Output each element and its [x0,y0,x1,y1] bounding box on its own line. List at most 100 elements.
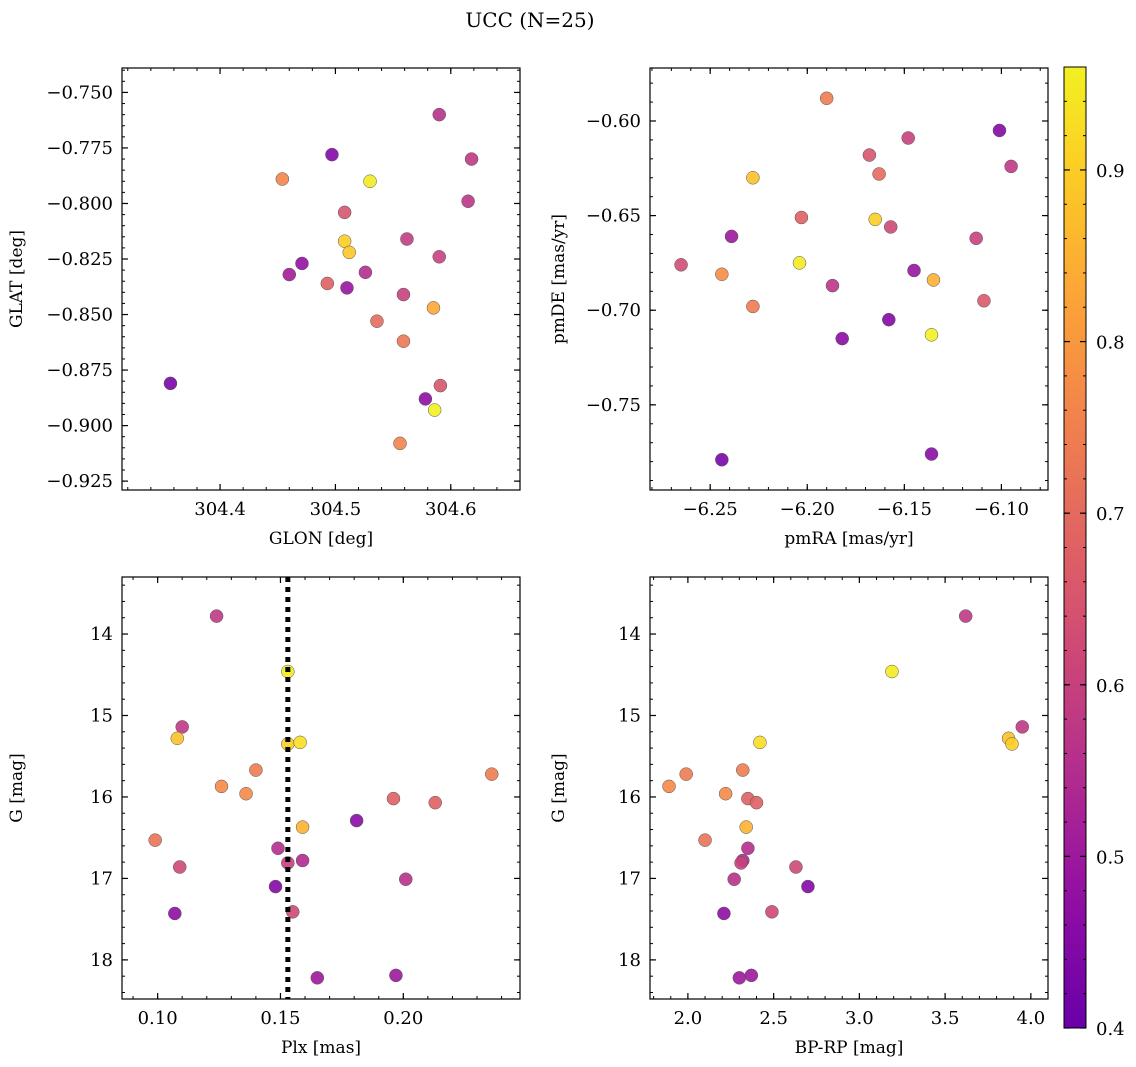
x-tick-label: 0.15 [260,1008,300,1029]
scatter-point [724,229,739,244]
scatter-point [399,872,413,886]
x-tick-label: 2.5 [759,1008,788,1029]
axes-frame [121,576,521,1000]
scatter-point [969,231,983,246]
scatter-point [295,853,310,868]
scatter-point [275,172,290,186]
scatter-point [872,167,886,181]
scatter-point [168,906,182,921]
y-tick-label: −0.800 [46,193,113,214]
pm-panel: −6.25 −6.20 −6.15 −6.10 −0.75 −0.70 −0.65 −0.60… [549,67,1049,549]
y-tick-label: 18 [90,950,113,971]
scatter-point [674,258,688,272]
figure-title: UCC (N=25) [465,8,594,32]
scatter-point [1004,159,1018,174]
x-tick-label: 3.5 [931,1008,960,1029]
y-tick-label: −0.900 [46,416,113,437]
scatter-point [389,968,403,983]
scatter-point [363,174,377,189]
scatter-point [883,220,898,234]
scatter-point [753,735,767,750]
scatter-point [1015,720,1030,734]
y-tick-label: −0.825 [46,249,113,270]
scatter-point [715,452,729,467]
scatter-point [295,820,310,834]
y-axis-label: G [mag] [7,753,27,822]
scatter-point [825,278,840,293]
scatter-point [340,281,354,295]
scatter-point [789,860,803,874]
y-tick-label: −0.70 [586,300,641,321]
scatter-point [882,312,896,327]
scatter-point [727,872,741,886]
x-tick-label: −6.15 [877,499,932,520]
scatter-point [393,436,407,451]
scatter-point [432,107,446,122]
scatter-point [282,267,297,282]
scatter-point [835,331,849,346]
scatter-point [746,299,760,314]
scatter-point [746,171,760,185]
scatter-point [907,263,921,278]
scatter-point [958,609,973,623]
y-tick-label: 17 [618,868,641,889]
scatter-point [794,210,809,225]
scatter-point [271,841,285,856]
scatter-point [320,276,335,291]
scatter-point [175,720,189,734]
scatter-point [386,791,401,806]
x-tick-label: 3.0 [845,1008,874,1029]
x-tick-label: 4.0 [1017,1008,1046,1029]
scatter-point [428,795,442,810]
scatter-point [396,287,411,302]
scatter-point [924,447,939,461]
scatter-point [977,294,991,308]
x-axis-label: GLON [deg] [269,529,373,549]
scatter-point [325,147,339,162]
scatter-point [249,763,263,777]
x-axis-label: Plx [mas] [281,1038,361,1058]
colorbar-tick-label: 0.9 [1096,161,1125,182]
scatter-point [337,205,352,220]
colorbar-tick-label: 0.4 [1096,1019,1125,1040]
scatter-point [239,786,253,801]
scatter-point [819,91,834,106]
x-tick-label: 0.10 [138,1008,178,1029]
x-tick-label: −6.10 [974,499,1029,520]
y-axis-label: GLAT [deg] [7,230,27,328]
scatter-point [717,906,731,921]
scatter-point [1005,737,1019,751]
scatter-point [268,879,283,894]
scatter-point [992,123,1007,138]
plot-area [163,107,479,451]
scatter-point [358,265,373,280]
scatter-point [868,212,882,227]
scatter-point [400,232,414,246]
x-tick-label: 2.0 [674,1008,703,1029]
scatter-point [801,879,815,894]
scatter-point [734,856,748,870]
y-tick-label: 16 [90,787,113,808]
scatter-point [432,250,446,264]
scatter-point [310,971,325,985]
scatter-point [433,378,448,393]
scatter-point [427,403,442,417]
y-tick-label: −0.65 [586,206,641,227]
y-tick-label: −0.925 [46,471,113,492]
axes-frame [121,67,521,491]
colorbar-tick-label: 0.6 [1096,676,1125,697]
scatter-point [342,245,357,260]
plot-area [674,91,1018,467]
axes-frame [649,576,1049,1000]
scatter-point [370,314,384,328]
plx-g-panel: 0.10 0.15 0.20 14 15 16 17 18 Plx [mas] G [mag] [7,576,521,1058]
cmd-panel: 2.0 2.5 3.0 3.5 4.0 14 15 16 17 18 BP-RP [mag] G [m… [549,576,1049,1058]
x-tick-label: −6.25 [683,499,738,520]
y-tick-label: 16 [618,787,641,808]
colorbar-tick-label: 0.5 [1096,847,1125,868]
scatter-point [679,767,693,781]
scatter-point [765,905,779,919]
colorbar-tick-label: 0.7 [1096,504,1125,525]
x-tick-label: −6.20 [780,499,835,520]
